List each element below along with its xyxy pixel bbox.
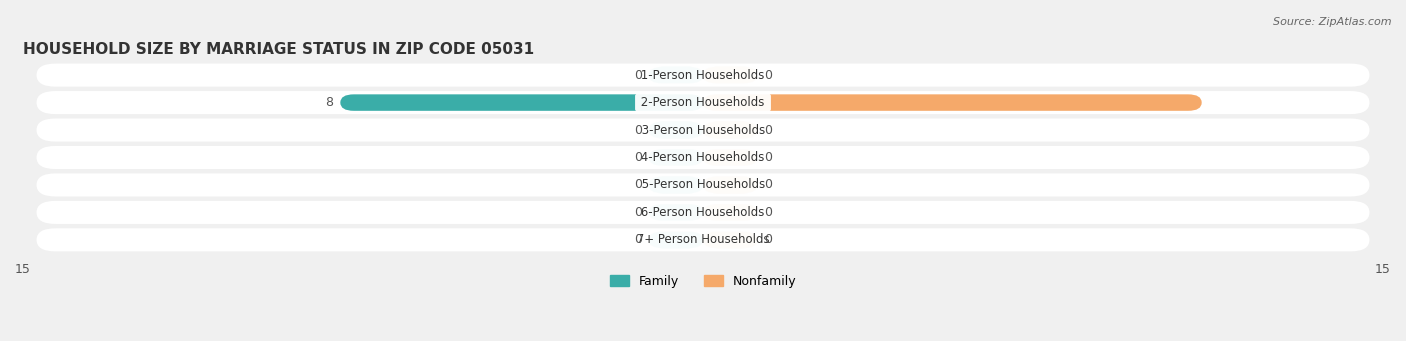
FancyBboxPatch shape bbox=[703, 122, 758, 138]
Text: 4-Person Households: 4-Person Households bbox=[637, 151, 769, 164]
Text: 7+ Person Households: 7+ Person Households bbox=[633, 233, 773, 246]
FancyBboxPatch shape bbox=[648, 204, 703, 221]
FancyBboxPatch shape bbox=[37, 146, 1369, 169]
FancyBboxPatch shape bbox=[703, 94, 1202, 111]
Text: 0: 0 bbox=[765, 123, 772, 136]
Text: 0: 0 bbox=[634, 69, 641, 81]
FancyBboxPatch shape bbox=[648, 149, 703, 166]
Text: 0: 0 bbox=[765, 206, 772, 219]
FancyBboxPatch shape bbox=[648, 122, 703, 138]
Text: Source: ZipAtlas.com: Source: ZipAtlas.com bbox=[1274, 17, 1392, 27]
FancyBboxPatch shape bbox=[648, 177, 703, 193]
FancyBboxPatch shape bbox=[703, 232, 758, 248]
Text: 0: 0 bbox=[765, 233, 772, 246]
Text: 1-Person Households: 1-Person Households bbox=[637, 69, 769, 81]
Text: 0: 0 bbox=[634, 233, 641, 246]
Text: 8: 8 bbox=[326, 96, 333, 109]
Text: 0: 0 bbox=[634, 151, 641, 164]
FancyBboxPatch shape bbox=[703, 149, 758, 166]
FancyBboxPatch shape bbox=[37, 91, 1369, 114]
FancyBboxPatch shape bbox=[340, 94, 703, 111]
Text: 0: 0 bbox=[634, 123, 641, 136]
FancyBboxPatch shape bbox=[37, 119, 1369, 142]
FancyBboxPatch shape bbox=[703, 204, 758, 221]
FancyBboxPatch shape bbox=[37, 174, 1369, 196]
Text: 6-Person Households: 6-Person Households bbox=[637, 206, 769, 219]
FancyBboxPatch shape bbox=[703, 67, 758, 83]
Text: 11: 11 bbox=[1209, 96, 1226, 109]
FancyBboxPatch shape bbox=[37, 63, 1369, 87]
Text: 0: 0 bbox=[765, 151, 772, 164]
Text: 0: 0 bbox=[765, 178, 772, 191]
Text: 0: 0 bbox=[634, 178, 641, 191]
Text: 0: 0 bbox=[765, 69, 772, 81]
FancyBboxPatch shape bbox=[703, 177, 758, 193]
Text: 0: 0 bbox=[634, 206, 641, 219]
Text: HOUSEHOLD SIZE BY MARRIAGE STATUS IN ZIP CODE 05031: HOUSEHOLD SIZE BY MARRIAGE STATUS IN ZIP… bbox=[22, 42, 534, 57]
Text: 3-Person Households: 3-Person Households bbox=[637, 123, 769, 136]
FancyBboxPatch shape bbox=[648, 67, 703, 83]
Legend: Family, Nonfamily: Family, Nonfamily bbox=[610, 275, 796, 287]
Text: 5-Person Households: 5-Person Households bbox=[637, 178, 769, 191]
Text: 2-Person Households: 2-Person Households bbox=[637, 96, 769, 109]
FancyBboxPatch shape bbox=[37, 201, 1369, 224]
FancyBboxPatch shape bbox=[37, 228, 1369, 251]
FancyBboxPatch shape bbox=[648, 232, 703, 248]
